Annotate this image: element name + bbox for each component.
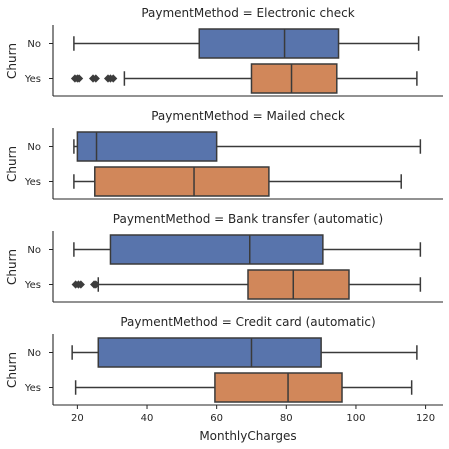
x-tick-label: 20 [71,413,84,424]
y-axis-label: Churn [5,146,19,182]
box-iqr [247,269,350,300]
outlier-point [109,74,118,83]
x-tick-label: 40 [141,413,154,424]
y-tick-label: Yes [24,280,41,291]
box-yes [73,166,402,197]
y-tick-label: No [27,142,41,153]
y-tick-label: No [27,39,41,50]
facet-title: PaymentMethod = Electronic check [141,6,354,20]
y-tick-label: No [27,348,41,359]
box-iqr [94,166,270,197]
box-no [73,131,422,162]
box-iqr [214,372,343,403]
box-yes [74,372,413,403]
y-tick-label: Yes [24,74,41,85]
y-tick-label: Yes [24,177,41,188]
y-axis-label: Churn [5,352,19,388]
box-yes [71,269,422,300]
facet-3: PaymentMethod = Bank transfer (automatic… [5,212,443,303]
facet-1: PaymentMethod = Electronic check Churn No Y… [5,6,443,97]
y-tick-label: No [27,245,41,256]
outlier-point [91,74,100,83]
box-yes [70,63,418,94]
facet-title: PaymentMethod = Mailed check [151,109,345,123]
x-tick-label: 100 [346,413,365,424]
box-iqr [198,28,340,59]
x-axis-label: MonthlyCharges [199,429,296,443]
x-tick-label: 60 [210,413,223,424]
box-no [73,234,422,265]
facet-2: PaymentMethod = Mailed check Churn No Yes [5,109,443,200]
outlier-point [76,280,85,289]
x-tick-label: 80 [280,413,293,424]
facets: PaymentMethod = Electronic check Churn No Y… [5,6,443,424]
box-iqr [76,131,218,162]
box-iqr [97,337,322,368]
x-tick-label: 120 [416,413,435,424]
y-axis-label: Churn [5,249,19,285]
facet-title: PaymentMethod = Credit card (automatic) [120,315,375,329]
box-no [71,337,418,368]
facet-title: PaymentMethod = Bank transfer (automatic… [113,212,383,226]
facet-4: PaymentMethod = Credit card (automatic) C… [5,315,443,424]
outlier-point [75,74,84,83]
box-no [73,28,420,59]
outlier-point [91,280,100,289]
y-axis-label: Churn [5,43,19,79]
box-iqr [109,234,324,265]
box-iqr [250,63,338,94]
y-tick-label: Yes [24,383,41,394]
